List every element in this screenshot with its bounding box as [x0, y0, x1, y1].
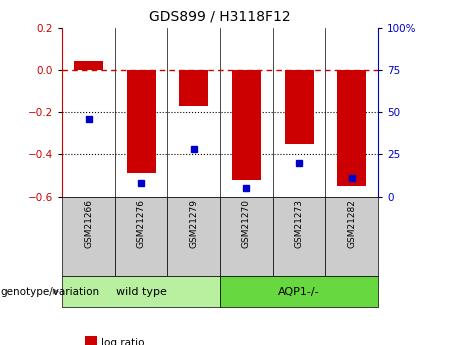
Bar — [62, 276, 220, 307]
Text: GSM21273: GSM21273 — [295, 199, 304, 248]
Bar — [220, 276, 378, 307]
Text: GSM21270: GSM21270 — [242, 199, 251, 248]
Text: GSM21276: GSM21276 — [136, 199, 146, 248]
Bar — [167, 197, 220, 276]
Text: wild type: wild type — [116, 287, 166, 296]
Text: AQP1-/-: AQP1-/- — [278, 287, 320, 296]
Title: GDS899 / H3118F12: GDS899 / H3118F12 — [149, 10, 291, 24]
Bar — [127, 70, 156, 174]
Bar — [220, 197, 273, 276]
Text: GSM21266: GSM21266 — [84, 199, 93, 248]
Bar — [273, 197, 325, 276]
Text: genotype/variation: genotype/variation — [0, 287, 99, 296]
Bar — [115, 197, 167, 276]
Bar — [62, 197, 115, 276]
Bar — [284, 70, 313, 144]
Bar — [179, 70, 208, 106]
Bar — [337, 70, 366, 186]
Bar — [325, 197, 378, 276]
Text: log ratio: log ratio — [101, 338, 145, 345]
Text: GSM21282: GSM21282 — [347, 199, 356, 248]
Bar — [232, 70, 261, 180]
Bar — [74, 61, 103, 70]
Text: GSM21279: GSM21279 — [189, 199, 198, 248]
